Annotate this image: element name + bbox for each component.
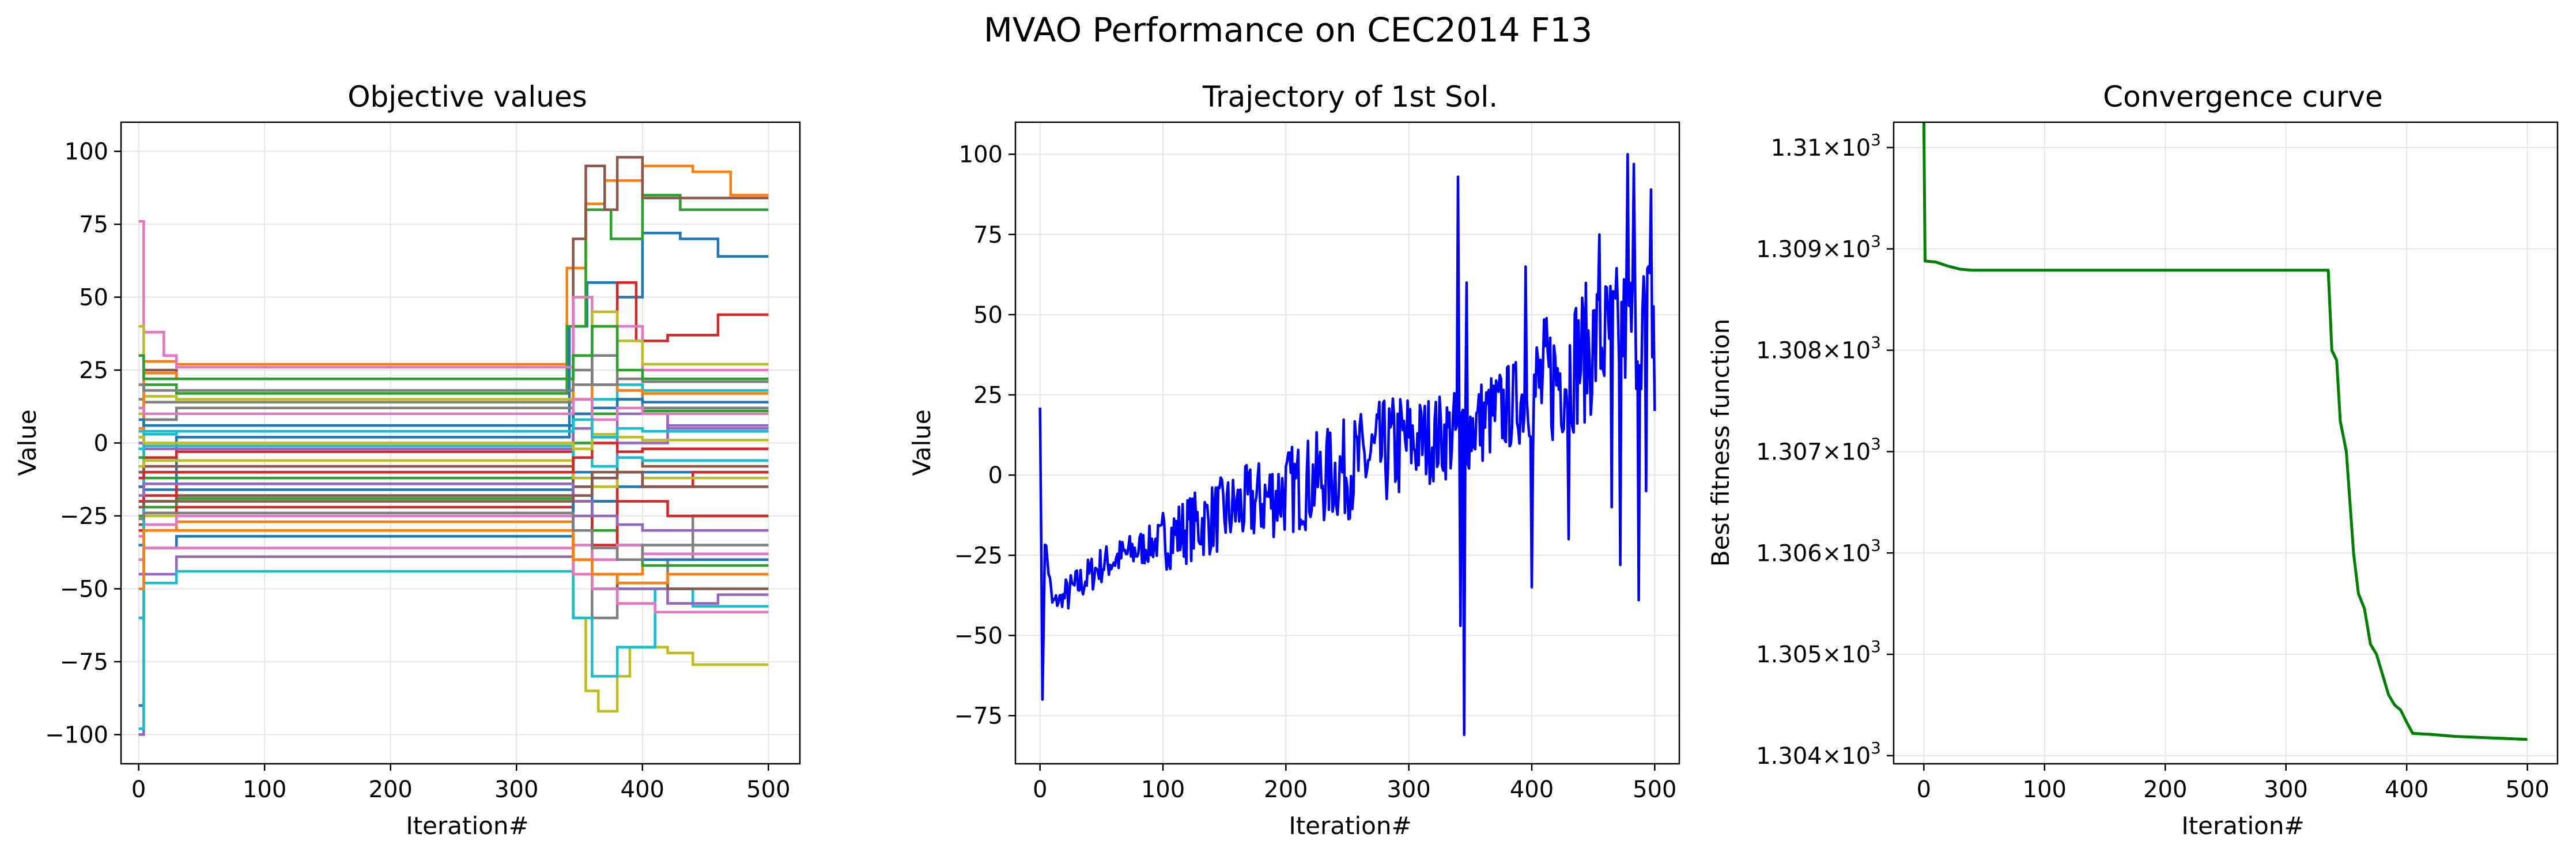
series-line (138, 442, 769, 480)
series-line (138, 325, 769, 380)
convergence-line (1922, 122, 2528, 741)
axes-frame (1014, 121, 1680, 765)
y-tick-label: −75 (954, 703, 1003, 730)
convergence-panel: Convergence curve Iteration# Best fitnes… (1706, 80, 2559, 840)
y-axis-label: Value (13, 409, 41, 476)
series-line (138, 544, 769, 576)
y-tick-label: 75 (973, 222, 1003, 248)
x-tick-label: 500 (2505, 776, 2549, 803)
panel-title: Convergence curve (2103, 80, 2383, 114)
series-line (138, 368, 769, 392)
y-tick-label: 50 (79, 285, 108, 311)
x-tick-label: 400 (1510, 776, 1554, 803)
trajectory-panel: Trajectory of 1st Sol. Iteration# Value … (908, 80, 1680, 840)
y-tick-label: 100 (959, 142, 1003, 168)
x-tick-label: 100 (243, 776, 286, 803)
objective-values-panel: Objective values Iteration# Value 0 100 20… (13, 80, 801, 840)
x-tick-label: 200 (1264, 776, 1308, 803)
panel-title: Objective values (348, 80, 587, 114)
y-tick-label: 1.309×103 (1756, 232, 1881, 263)
y-axis-label: Value (908, 409, 936, 476)
y-tick-label: 1.306×103 (1756, 536, 1881, 567)
y-tick-label: −50 (954, 623, 1003, 649)
x-tick-label: 300 (2264, 776, 2308, 803)
x-tick-label: 300 (1387, 776, 1430, 803)
series-line (138, 220, 769, 372)
x-tick-label: 0 (1917, 776, 1931, 803)
x-axis-label: Iteration# (1289, 812, 1411, 840)
y-tick-label: −50 (60, 576, 108, 602)
x-tick-label: 400 (621, 776, 664, 803)
series-group (1922, 122, 2528, 741)
x-tick-label: 500 (746, 776, 790, 803)
x-tick-label: 300 (494, 776, 538, 803)
x-tick-label: 400 (2385, 776, 2428, 803)
y-tick-label: 1.304×103 (1756, 738, 1881, 770)
x-tick-label: 200 (369, 776, 413, 803)
y-tick-label: −25 (60, 503, 108, 530)
y-tick-label: 1.31×103 (1771, 130, 1881, 161)
series-line (138, 418, 769, 439)
x-tick-label: 0 (1033, 776, 1047, 803)
figure-title: MVAO Performance on CEC2014 F13 (984, 10, 1592, 50)
trajectory-line (1038, 153, 1656, 737)
x-tick-label: 100 (2023, 776, 2067, 803)
y-tick-label: 1.305×103 (1756, 637, 1881, 668)
y-tick-label: 0 (94, 431, 108, 457)
y-tick-label: 75 (79, 212, 108, 238)
y-tick-label: 1.307×103 (1756, 434, 1881, 465)
y-tick-label: −100 (45, 722, 108, 748)
x-tick-label: 200 (2143, 776, 2187, 803)
y-tick-label: −75 (60, 649, 108, 676)
y-tick-label: 1.308×103 (1756, 333, 1881, 364)
x-axis-label: Iteration# (2181, 812, 2304, 840)
series-group (138, 156, 769, 736)
x-tick-label: 0 (131, 776, 146, 803)
series-line (138, 424, 769, 450)
x-axis-label: Iteration# (406, 812, 528, 840)
y-tick-label: −25 (954, 542, 1003, 569)
series-line (138, 398, 769, 421)
y-axis-label: Best fitness function (1706, 319, 1735, 567)
y-tick-label: 25 (79, 357, 108, 384)
series-line (138, 482, 769, 532)
series-line (138, 156, 769, 459)
axes-frame (1893, 121, 2559, 765)
series-group (1038, 153, 1656, 737)
y-tick-label: 0 (988, 462, 1003, 489)
x-tick-label: 100 (1141, 776, 1185, 803)
y-tick-label: 50 (973, 302, 1003, 329)
series-line (138, 433, 769, 450)
series-line (138, 398, 769, 427)
series-line (138, 194, 769, 561)
series-line (138, 470, 769, 509)
x-tick-label: 500 (1633, 776, 1676, 803)
series-line (138, 529, 769, 590)
panel-title: Trajectory of 1st Sol. (1202, 80, 1498, 114)
series-line (138, 511, 769, 561)
y-tick-label: 100 (65, 139, 108, 165)
y-tick-label: 25 (973, 382, 1003, 409)
